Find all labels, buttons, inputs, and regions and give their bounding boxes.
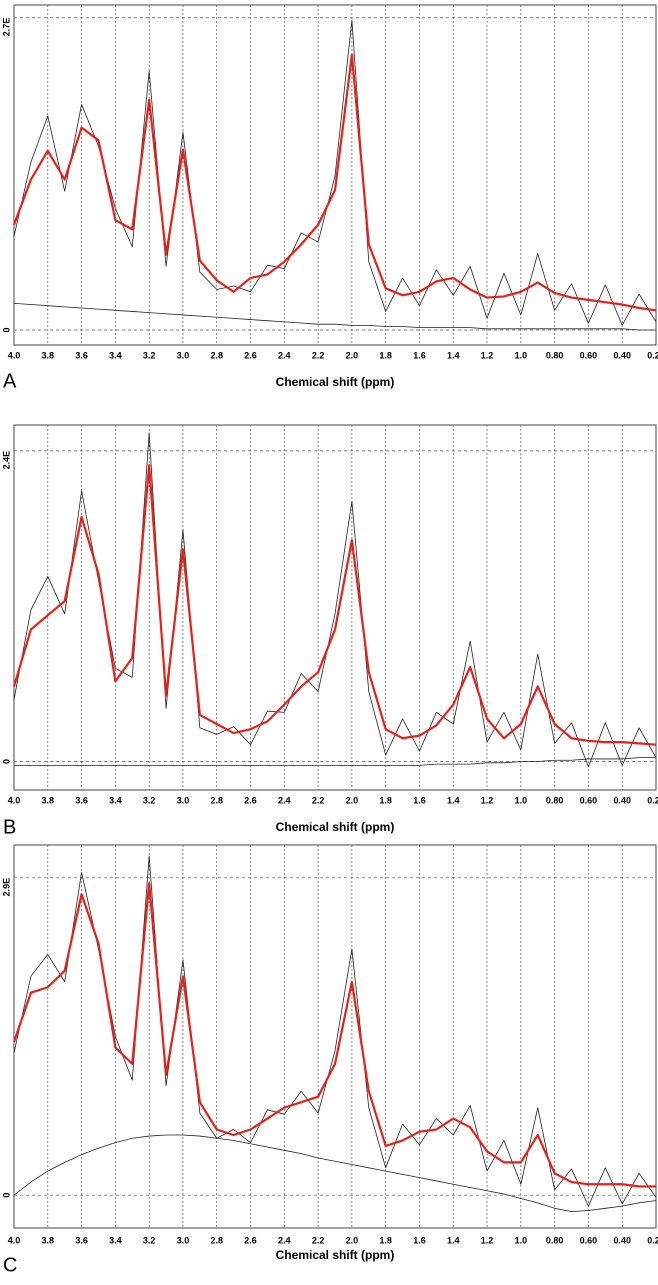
x-axis-title: Chemical shift (ppm) [276, 375, 395, 389]
panel-label: B [3, 816, 16, 838]
y-tick-label: 2.9E [1, 878, 11, 897]
x-tick-label: 1.8 [379, 350, 392, 360]
x-tick-label: 4.0 [8, 795, 21, 805]
x-tick-label: 1.6 [413, 1235, 426, 1245]
panel-label: C [3, 1254, 17, 1276]
x-tick-label: 0.80 [546, 795, 564, 805]
x-tick-label: 2.2 [312, 795, 325, 805]
x-tick-label: 1.0 [515, 1235, 528, 1245]
x-tick-label: 3.8 [42, 1235, 55, 1245]
x-tick-label: 1.6 [413, 795, 426, 805]
x-tick-label: 3.4 [109, 1235, 122, 1245]
x-tick-label: 3.2 [143, 350, 156, 360]
x-tick-label: 2.4 [278, 1235, 291, 1245]
y-tick-label: 0 [1, 327, 11, 332]
x-tick-label: 2.0 [346, 350, 359, 360]
x-tick-label: 2.0 [346, 795, 359, 805]
x-tick-label: 1.8 [379, 1235, 392, 1245]
x-tick-label: 0.60 [580, 1235, 598, 1245]
x-tick-label: 0.20 [647, 795, 658, 805]
y-tick-label: 2.7E [1, 18, 11, 37]
plot-frame [13, 844, 657, 1229]
panel-label: A [3, 370, 17, 392]
plot-frame [13, 424, 657, 791]
spectrum-line [13, 1134, 657, 1212]
x-tick-label: 3.8 [42, 350, 55, 360]
spectrum-line [13, 19, 657, 326]
x-tick-label: 0.60 [580, 795, 598, 805]
x-tick-label: 2.4 [278, 350, 291, 360]
x-tick-label: 4.0 [8, 1235, 21, 1245]
x-tick-label: 2.6 [244, 1235, 257, 1245]
x-tick-label: 3.2 [143, 795, 156, 805]
x-axis-title: Chemical shift (ppm) [276, 820, 395, 834]
x-tick-label: 0.20 [647, 1235, 658, 1245]
x-tick-label: 1.4 [447, 795, 460, 805]
x-tick-label: 0.60 [580, 350, 598, 360]
x-tick-label: 3.4 [109, 795, 122, 805]
x-tick-label: 2.6 [244, 795, 257, 805]
x-tick-label: 0.40 [613, 795, 631, 805]
y-tick-label: 0 [1, 1193, 11, 1198]
x-tick-label: 1.0 [515, 795, 528, 805]
x-tick-label: 0.40 [613, 1235, 631, 1245]
x-tick-label: 2.4 [278, 795, 291, 805]
x-tick-label: 0.40 [613, 350, 631, 360]
x-tick-label: 3.6 [75, 1235, 88, 1245]
x-tick-label: 3.6 [75, 795, 88, 805]
x-tick-label: 3.0 [177, 795, 190, 805]
x-tick-label: 4.0 [8, 350, 21, 360]
x-tick-label: 3.0 [177, 350, 190, 360]
x-tick-label: 2.2 [312, 350, 325, 360]
x-tick-label: 1.2 [481, 795, 494, 805]
x-tick-label: 1.4 [447, 1235, 460, 1245]
x-tick-label: 1.0 [515, 350, 528, 360]
x-tick-label: 2.0 [346, 1235, 359, 1245]
x-tick-label: 0.80 [546, 1235, 564, 1245]
x-tick-label: 0.20 [647, 350, 658, 360]
spectrum-line [14, 757, 656, 766]
x-tick-label: 1.8 [379, 795, 392, 805]
x-axis-title: Chemical shift (ppm) [276, 1248, 395, 1262]
x-tick-label: 1.6 [413, 350, 426, 360]
x-tick-label: 3.8 [42, 795, 55, 805]
x-tick-label: 2.6 [244, 350, 257, 360]
x-tick-label: 2.2 [312, 1235, 325, 1245]
spectrum-line [12, 53, 657, 312]
y-tick-label: 0 [1, 759, 11, 764]
y-tick-label: 2.4E [1, 451, 11, 470]
x-tick-label: 0.80 [546, 350, 564, 360]
spectrum-line [12, 882, 656, 1188]
spectrum-line [12, 464, 657, 746]
x-tick-label: 1.4 [447, 350, 460, 360]
x-tick-label: 2.8 [210, 350, 223, 360]
spectrum-line [13, 302, 656, 331]
x-tick-label: 3.2 [143, 1235, 156, 1245]
x-tick-label: 3.4 [109, 350, 122, 360]
x-tick-label: 1.2 [481, 350, 494, 360]
x-tick-label: 1.2 [481, 1235, 494, 1245]
x-tick-label: 3.6 [75, 350, 88, 360]
x-tick-label: 2.8 [210, 1235, 223, 1245]
x-tick-label: 2.8 [210, 795, 223, 805]
x-tick-label: 3.0 [177, 1235, 190, 1245]
